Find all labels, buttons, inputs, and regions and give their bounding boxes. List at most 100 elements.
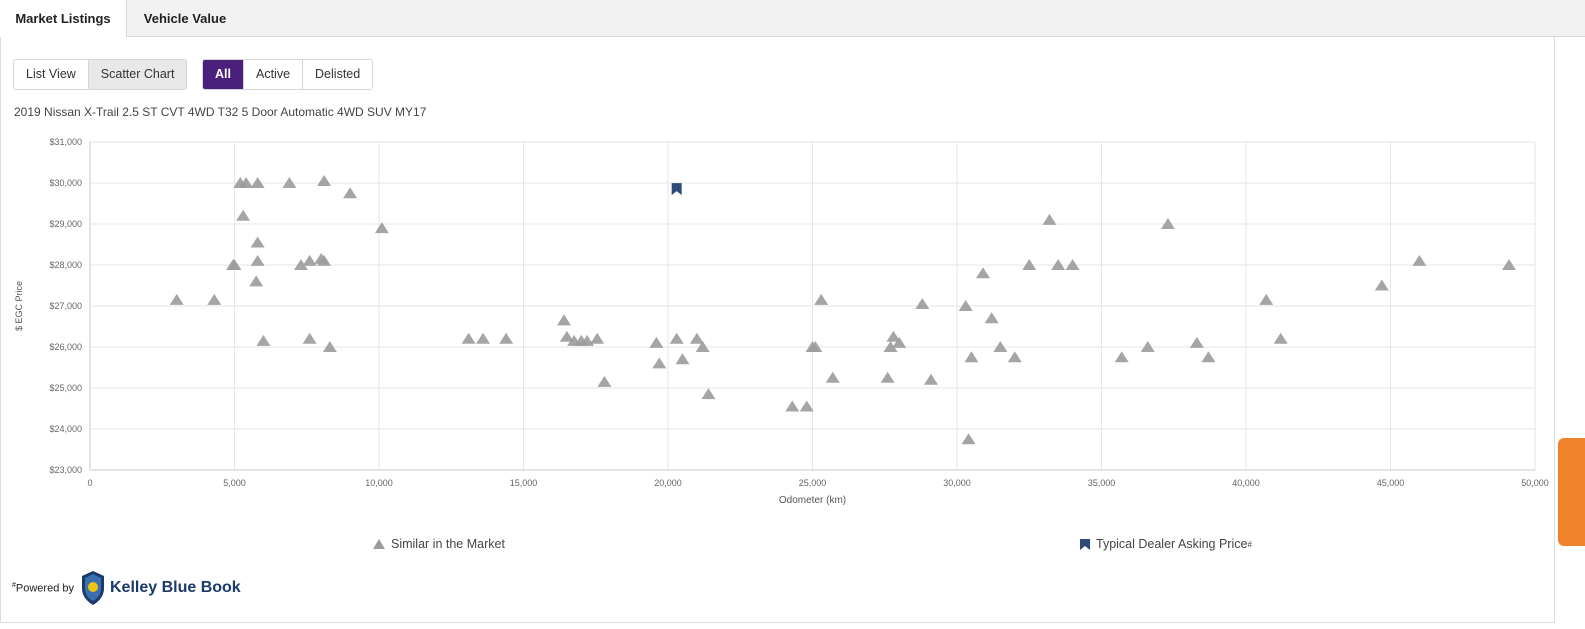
similar-listing-point[interactable]: [317, 254, 332, 266]
similar-listing-point[interactable]: [1273, 332, 1288, 344]
similar-listing-point[interactable]: [476, 332, 491, 344]
filter-active-button[interactable]: Active: [243, 60, 304, 89]
similar-listing-point[interactable]: [652, 357, 667, 369]
similar-listing-point[interactable]: [293, 259, 308, 270]
similar-listing-point[interactable]: [250, 177, 265, 188]
similar-listing-point[interactable]: [808, 341, 823, 352]
similar-listing-point[interactable]: [961, 433, 976, 445]
similar-listing-point[interactable]: [374, 222, 389, 234]
similar-listing-point[interactable]: [499, 332, 514, 344]
similar-listing-point[interactable]: [923, 373, 938, 385]
similar-listing-point[interactable]: [1042, 213, 1057, 225]
chart-grid: [89, 141, 1536, 471]
x-tick-label: 0: [87, 478, 92, 488]
similar-listing-point[interactable]: [249, 275, 264, 287]
bookmark-icon: [1080, 538, 1090, 550]
scatter-chart: 0 5,000 10,000 15,000 20,000 25,000 30,000 35,0…: [14, 137, 1549, 506]
similar-listing-point[interactable]: [343, 187, 358, 199]
similar-listing-point[interactable]: [556, 314, 571, 326]
y-tick-label: $30,000: [49, 178, 82, 188]
similar-listing-point[interactable]: [675, 353, 690, 365]
similar-listing-point[interactable]: [1259, 293, 1274, 305]
legend-dealer-label: Typical Dealer Asking Price: [1096, 537, 1248, 551]
similar-listing-point[interactable]: [880, 371, 895, 383]
similar-listing-point[interactable]: [883, 341, 898, 352]
similar-listing-point[interactable]: [1051, 259, 1066, 270]
similar-listing-point[interactable]: [580, 334, 595, 346]
kbb-logo-icon: [82, 571, 104, 605]
x-tick-label: 20,000: [654, 478, 682, 488]
similar-listing-point[interactable]: [1114, 351, 1129, 363]
similar-listing-point[interactable]: [984, 312, 999, 324]
similar-listing-point[interactable]: [814, 293, 829, 305]
similar-listing-point[interactable]: [964, 351, 979, 363]
y-tick-label: $24,000: [49, 424, 82, 434]
x-tick-label: 15,000: [510, 478, 538, 488]
similar-listing-point[interactable]: [302, 332, 317, 344]
similar-listing-point[interactable]: [695, 341, 710, 352]
similar-listing-point[interactable]: [785, 400, 800, 412]
powered-by-text: #Powered by: [12, 582, 74, 595]
similar-listing-point[interactable]: [1189, 336, 1204, 348]
scatter-chart-button[interactable]: Scatter Chart: [88, 60, 187, 89]
similar-listing-point[interactable]: [1160, 218, 1175, 229]
chart-axes: 0 5,000 10,000 15,000 20,000 25,000 30,000 35,0…: [49, 137, 1548, 488]
similar-listing-point[interactable]: [993, 341, 1008, 352]
similar-listing-point[interactable]: [701, 388, 716, 400]
legend-similar[interactable]: Similar in the Market: [372, 537, 505, 551]
similar-listing-point[interactable]: [226, 259, 241, 270]
similar-listing-point[interactable]: [1007, 351, 1022, 363]
y-tick-label: $29,000: [49, 219, 82, 229]
similar-listing-point[interactable]: [1201, 351, 1216, 363]
similar-listing-point[interactable]: [559, 330, 574, 342]
list-view-button[interactable]: List View: [14, 60, 89, 89]
similar-listing-point[interactable]: [799, 400, 814, 412]
similar-listing-point[interactable]: [302, 254, 317, 266]
tab-market-listings[interactable]: Market Listings: [0, 0, 127, 38]
tab-vehicle-value[interactable]: Vehicle Value: [143, 11, 227, 26]
similar-listing-point[interactable]: [825, 371, 840, 383]
similar-listing-point[interactable]: [256, 334, 271, 346]
x-tick-label: 50,000: [1521, 478, 1549, 488]
similar-listing-point[interactable]: [649, 336, 664, 348]
similar-listing-point[interactable]: [886, 330, 901, 342]
similar-listing-point[interactable]: [590, 332, 605, 344]
similar-listing-point[interactable]: [689, 332, 704, 344]
y-tick-label: $28,000: [49, 260, 82, 270]
dealer-asking-price-point[interactable]: [671, 183, 682, 196]
y-axis-label: $ EGC Price: [14, 281, 24, 331]
similar-listing-point[interactable]: [958, 300, 973, 311]
filter-all-button[interactable]: All: [203, 60, 244, 89]
similar-listing-point[interactable]: [239, 177, 254, 188]
tab-bar: Market Listings Vehicle Value: [0, 0, 1585, 38]
similar-listing-point[interactable]: [892, 336, 907, 348]
status-filter: All Active Delisted: [202, 59, 374, 90]
triangle-icon: [373, 539, 385, 549]
feedback-side-tab[interactable]: [1558, 438, 1585, 546]
similar-listing-point[interactable]: [250, 254, 265, 266]
similar-listing-point[interactable]: [1374, 279, 1389, 291]
similar-listing-point[interactable]: [1412, 254, 1427, 266]
similar-listing-point[interactable]: [169, 293, 184, 305]
similar-listing-point[interactable]: [250, 236, 265, 248]
similar-listing-point[interactable]: [317, 174, 332, 186]
similar-listing-point[interactable]: [461, 332, 476, 344]
similar-listing-point[interactable]: [236, 209, 251, 221]
similar-listing-point[interactable]: [322, 341, 337, 352]
view-toggle: List View Scatter Chart: [13, 59, 188, 90]
similar-listing-point[interactable]: [1140, 341, 1155, 352]
powered-by-mark: #: [12, 581, 16, 589]
similar-listing-point[interactable]: [915, 297, 930, 309]
filter-delisted-button[interactable]: Delisted: [303, 60, 373, 89]
legend-dealer[interactable]: Typical Dealer Asking Price #: [1079, 537, 1252, 551]
similar-listing-point[interactable]: [207, 293, 222, 305]
similar-listing-point[interactable]: [1022, 259, 1037, 270]
similar-listing-point[interactable]: [976, 267, 991, 279]
similar-listing-point[interactable]: [1501, 259, 1516, 270]
legend-dealer-mark: #: [1247, 539, 1252, 549]
similar-listing-point[interactable]: [597, 375, 612, 387]
similar-listing-point[interactable]: [282, 177, 297, 188]
similar-listing-point[interactable]: [669, 332, 684, 344]
similar-listing-point[interactable]: [1065, 259, 1080, 270]
legend-similar-label: Similar in the Market: [391, 537, 505, 551]
